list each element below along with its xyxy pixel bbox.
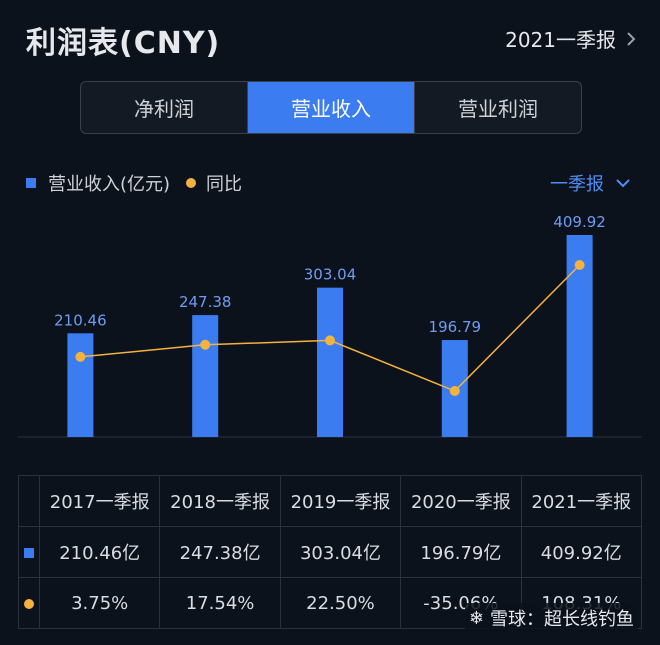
table-cell: 210.46亿 [38, 526, 161, 578]
bar-data-label: 196.79 [429, 318, 482, 336]
table-header-cell: 2021一季报 [520, 475, 643, 527]
table-cell: 22.50% [279, 577, 402, 629]
period-selector[interactable]: 2021一季报 [505, 24, 636, 53]
yoy-point[interactable] [75, 351, 86, 362]
yoy-point[interactable] [449, 386, 460, 396]
metric-tabs: 净利润 营业收入 营业利润 [80, 81, 582, 134]
table-cell: 303.04亿 [279, 526, 402, 578]
revenue-bar[interactable] [192, 315, 219, 437]
chart-legend: 营业收入(亿元) 同比 [26, 170, 242, 196]
table-cell: 196.79亿 [400, 526, 522, 578]
chevron-right-icon [627, 31, 636, 46]
table-header-cell: 2017一季报 [38, 475, 161, 527]
yoy-row-marker [24, 598, 34, 609]
snowball-logo-icon: ❄ [468, 607, 484, 629]
bar-legend-label: 营业收入(亿元) [48, 174, 171, 195]
data-table: 2017一季报 2018一季报 2019一季报 2020一季报 2021一季报 … [18, 475, 643, 629]
line-legend-marker [186, 178, 197, 188]
page-title: 利润表(CNY) [26, 26, 221, 61]
bar-legend-marker [26, 178, 36, 188]
tab-revenue[interactable]: 营业收入 [248, 82, 415, 133]
chevron-down-icon [616, 178, 630, 187]
bar-data-label: 303.04 [304, 266, 357, 284]
report-type-selector[interactable]: 一季报 [550, 170, 630, 196]
table-header-cell: 2019一季报 [279, 475, 402, 527]
tab-operating-profit[interactable]: 营业利润 [458, 97, 538, 121]
table-cell: 3.75% [38, 577, 161, 629]
watermark: ❄ 雪球：超长线钓鱼 [464, 603, 638, 633]
revenue-bar[interactable] [67, 333, 94, 437]
report-type-label: 一季报 [550, 174, 604, 195]
table-row-revenue: 210.46亿 247.38亿 303.04亿 196.79亿 409.92亿 [18, 526, 643, 578]
watermark-text: 雪球：超长线钓鱼 [490, 609, 634, 630]
bar-data-label: 210.46 [54, 311, 107, 329]
revenue-bar[interactable] [317, 287, 343, 437]
revenue-chart: 210.46 247.38 303.04 196.79 409.92 [18, 213, 642, 438]
revenue-row-marker [24, 547, 34, 558]
tab-net-profit[interactable]: 净利润 [81, 82, 248, 133]
period-selector-label: 2021一季报 [505, 28, 616, 52]
table-cell: 247.38亿 [159, 526, 281, 578]
table-cell: 17.54% [159, 577, 281, 629]
yoy-point[interactable] [325, 335, 335, 346]
table-cell: 409.92亿 [520, 526, 643, 578]
table-header-row: 2017一季报 2018一季报 2019一季报 2020一季报 2021一季报 [18, 475, 643, 527]
bar-data-label: 247.38 [179, 293, 232, 311]
table-header-cell: 2020一季报 [400, 475, 522, 527]
table-row-yoy: 3.75% 17.54% 22.50% -35.06% 108.31% [18, 577, 643, 629]
line-legend-label: 同比 [206, 174, 243, 195]
table-header-cell: 2018一季报 [159, 475, 281, 527]
yoy-point[interactable] [574, 260, 585, 270]
bar-data-label: 409.92 [553, 213, 606, 231]
yoy-point[interactable] [200, 339, 211, 350]
